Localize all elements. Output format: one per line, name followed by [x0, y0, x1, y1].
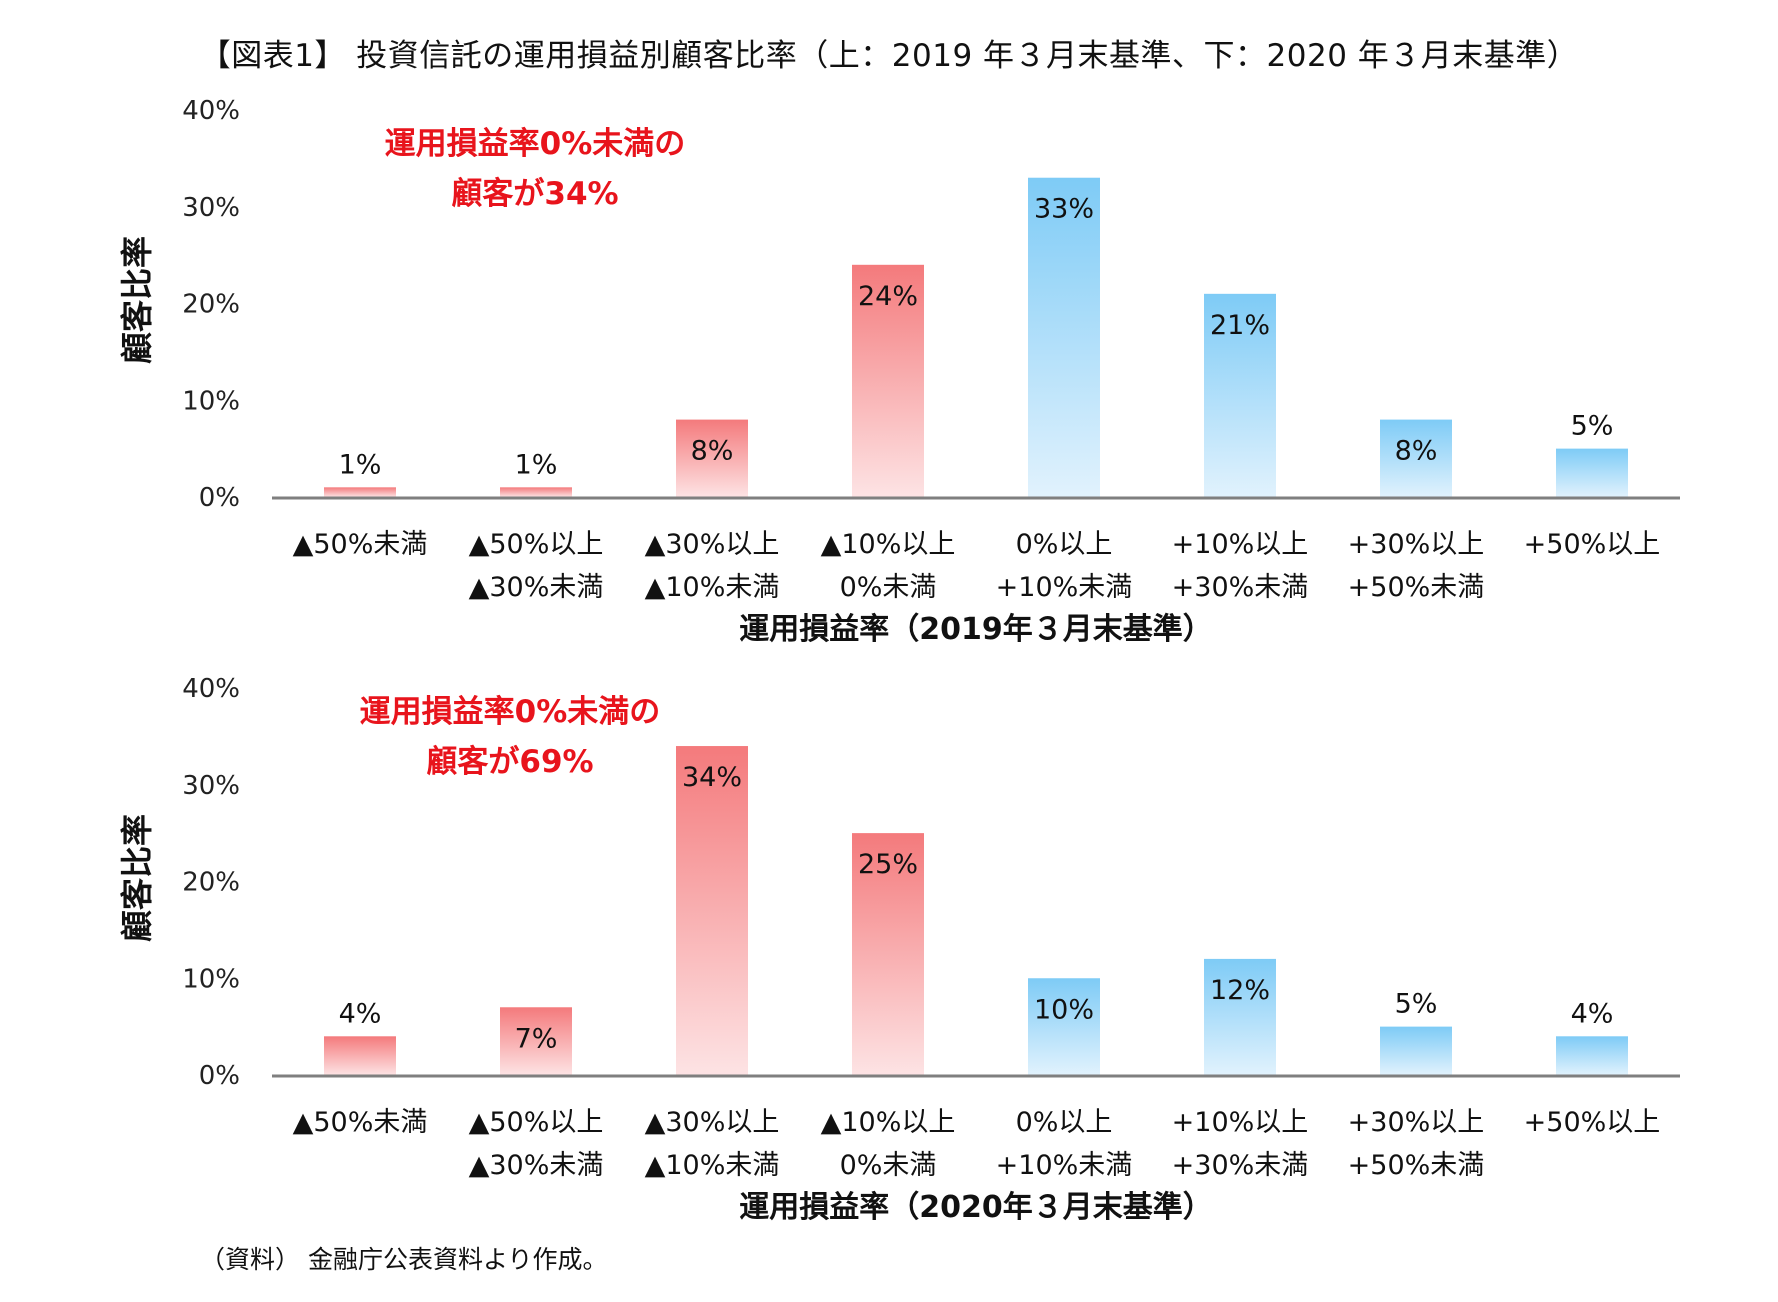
- bar: [500, 487, 572, 497]
- category-label: ▲10%未満: [645, 572, 780, 603]
- category-label: ▲50%未満: [293, 529, 428, 560]
- bar: [1204, 958, 1276, 1075]
- category-label: +10%以上: [1172, 1107, 1309, 1138]
- y-tick-label: 40%: [182, 674, 240, 704]
- source-note: （資料） 金融庁公表資料より作成。: [200, 1245, 608, 1274]
- category-label: +30%以上: [1348, 1107, 1485, 1138]
- category-label: +10%未満: [996, 572, 1133, 603]
- y-tick-label: 10%: [182, 964, 240, 994]
- category-label: ▲50%以上: [469, 529, 604, 560]
- x-axis-label: 運用損益率（2020年３月末基準）: [739, 1190, 1213, 1225]
- y-tick-label: 0%: [199, 1061, 240, 1091]
- y-tick-label: 20%: [182, 290, 240, 320]
- y-tick-label: 30%: [182, 193, 240, 223]
- bar: [1556, 448, 1628, 497]
- category-label: ▲30%以上: [645, 529, 780, 560]
- bar: [500, 1007, 572, 1075]
- bar: [324, 487, 396, 497]
- data-label: 12%: [1210, 975, 1270, 1006]
- category-label: +10%未満: [996, 1150, 1133, 1181]
- category-label: +30%未満: [1172, 1150, 1309, 1181]
- data-label: 1%: [339, 449, 382, 480]
- data-label: 10%: [1034, 994, 1094, 1025]
- category-label: 0%未満: [840, 572, 937, 603]
- bar: [1028, 978, 1100, 1075]
- annotation-text: 運用損益率0%未満の: [360, 694, 661, 730]
- x-axis-label: 運用損益率（2019年３月末基準）: [739, 612, 1213, 647]
- category-label: ▲50%以上: [469, 1107, 604, 1138]
- chart-2019-svg: 0% 10% 20% 30% 40% 顧客比率 1% ▲50%未満 1% ▲50%以上 ▲30%未満…: [118, 96, 1680, 647]
- data-label: 4%: [1571, 998, 1614, 1029]
- category-label: 0%以上: [1016, 1107, 1113, 1138]
- y-axis-label: 顧客比率: [118, 236, 156, 364]
- category-label: +50%未満: [1348, 572, 1485, 603]
- bar: [852, 833, 924, 1075]
- annotation-text: 顧客が69%: [426, 744, 593, 780]
- data-label: 5%: [1571, 411, 1614, 442]
- y-tick-label: 30%: [182, 771, 240, 801]
- annotation-text: 運用損益率0%未満の: [385, 126, 686, 162]
- bar: [1556, 1036, 1628, 1075]
- category-label: +50%未満: [1348, 1150, 1485, 1181]
- y-tick-label: 10%: [182, 386, 240, 416]
- category-label: ▲30%未満: [469, 572, 604, 603]
- bar: [1204, 293, 1276, 497]
- category-label: ▲50%未満: [293, 1107, 428, 1138]
- data-label: 1%: [515, 449, 558, 480]
- y-axis-label: 顧客比率: [118, 814, 156, 942]
- category-label: +30%未満: [1172, 572, 1309, 603]
- category-label: 0%未満: [840, 1150, 937, 1181]
- y-tick-label: 40%: [182, 96, 240, 126]
- data-label: 24%: [858, 281, 918, 312]
- bar: [852, 264, 924, 497]
- category-label: +10%以上: [1172, 529, 1309, 560]
- category-label: +50%以上: [1524, 529, 1661, 560]
- y-tick-label: 20%: [182, 868, 240, 898]
- data-label: 34%: [682, 762, 742, 793]
- category-label: ▲30%未満: [469, 1150, 604, 1181]
- page-title: 【図表1】 投資信託の運用損益別顧客比率（上：2019 年３月末基準、下：202…: [199, 38, 1579, 74]
- data-label: 25%: [858, 849, 918, 880]
- bar: [1380, 419, 1452, 497]
- data-label: 7%: [515, 1023, 558, 1054]
- bar: [676, 746, 748, 1075]
- category-label: 0%以上: [1016, 529, 1113, 560]
- bar: [676, 419, 748, 497]
- category-label: ▲10%未満: [645, 1150, 780, 1181]
- chart-2019: 0% 10% 20% 30% 40% 顧客比率 1% ▲50%未満 1% ▲50%以上 ▲30%未満…: [0, 90, 1778, 675]
- data-label: 21%: [1210, 310, 1270, 341]
- category-label: ▲30%以上: [645, 1107, 780, 1138]
- category-label: +50%以上: [1524, 1107, 1661, 1138]
- category-label: +30%以上: [1348, 529, 1485, 560]
- category-label: ▲10%以上: [821, 529, 956, 560]
- data-label: 5%: [1395, 989, 1438, 1020]
- annotation-text: 顧客が34%: [451, 176, 618, 212]
- bar: [1380, 1026, 1452, 1075]
- y-tick-label: 0%: [199, 483, 240, 513]
- data-label: 33%: [1034, 194, 1094, 225]
- bar: [1028, 177, 1100, 497]
- data-label: 4%: [339, 998, 382, 1029]
- category-label: ▲10%以上: [821, 1107, 956, 1138]
- chart-2020: 0% 10% 20% 30% 40% 顧客比率 4% ▲50%未満 7% ▲50%以上 ▲30%未満…: [0, 668, 1778, 1253]
- data-label: 8%: [1395, 436, 1438, 467]
- chart-2020-svg: 0% 10% 20% 30% 40% 顧客比率 4% ▲50%未満 7% ▲50%以上 ▲30%未満…: [118, 674, 1680, 1225]
- bar: [324, 1036, 396, 1075]
- data-label: 8%: [691, 436, 734, 467]
